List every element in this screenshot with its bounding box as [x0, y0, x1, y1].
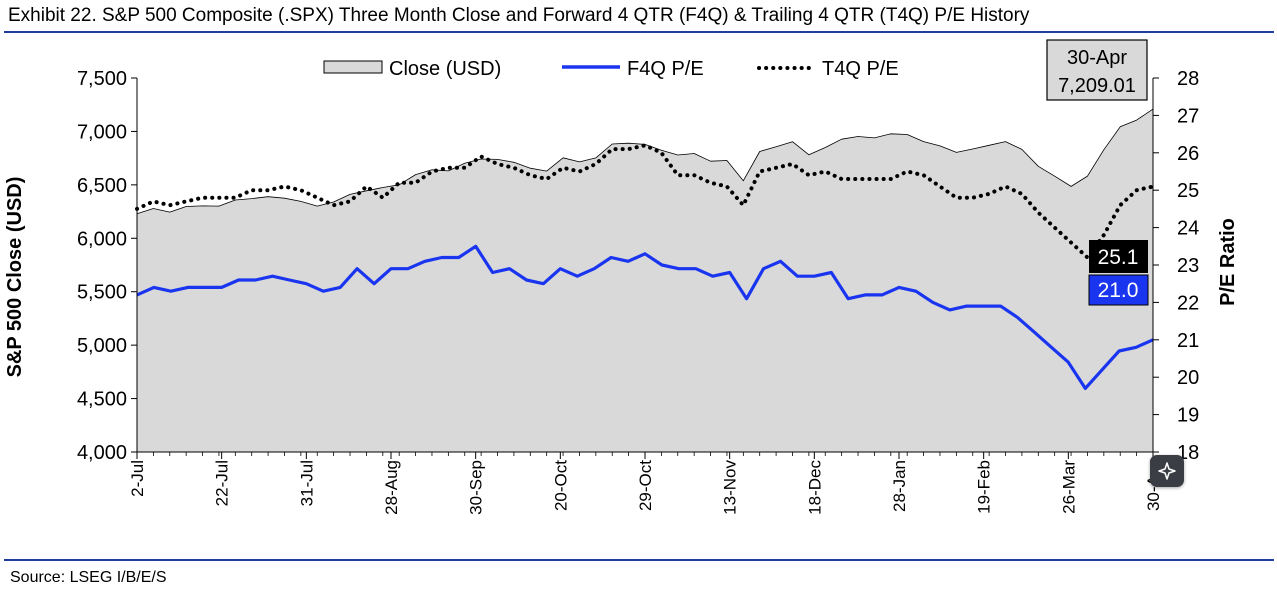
- x-tick-label: 30-Sep: [467, 460, 486, 515]
- axes: 4,000 4,500 5,000 5,500 6,000 6,500 7,000 7,500…: [4, 68, 1239, 515]
- y2-tick-label: 19: [1177, 405, 1199, 427]
- y-tick-label: 4,000: [77, 442, 127, 464]
- y-tick-label: 5,000: [77, 335, 127, 357]
- ai-assistant-button[interactable]: [1150, 455, 1184, 487]
- sparkle-icon: [1158, 462, 1176, 480]
- exhibit-title: Exhibit 22. S&P 500 Composite (.SPX) Thr…: [8, 5, 1030, 26]
- chart-legend: Close (USD) F4Q P/E T4Q P/E: [323, 58, 899, 80]
- legend-label-t4q: T4Q P/E: [822, 58, 899, 80]
- last-close-date: 30-Apr: [1067, 47, 1127, 69]
- y-tick-label: 7,000: [77, 121, 127, 143]
- y-axis-title: S&P 500 Close (USD): [4, 177, 26, 378]
- y2-tick-label: 23: [1177, 255, 1199, 277]
- y2-tick-label: 27: [1177, 105, 1199, 127]
- y-tick-label: 7,500: [77, 68, 127, 90]
- legend-swatch-close: [323, 60, 383, 74]
- y2-tick-label: 24: [1177, 218, 1199, 240]
- t4q-value-label: 25.1: [1098, 246, 1139, 269]
- y-tick-label: 6,000: [77, 228, 127, 250]
- y2-tick-label: 20: [1177, 367, 1199, 389]
- last-close-value: 7,209.01: [1058, 75, 1136, 97]
- x-tick-label: 13-Nov: [721, 460, 740, 515]
- chart-annotations: 30-Apr 7,209.01 25.1 21.0: [1046, 39, 1149, 306]
- x-tick-label: 19-Feb: [975, 460, 994, 514]
- f4q-value-box: [1088, 274, 1149, 306]
- source-note: Source: LSEG I/B/E/S: [10, 569, 167, 586]
- x-tick-label: 28-Jan: [890, 460, 909, 512]
- y2-tick-label: 28: [1177, 68, 1199, 90]
- y-tick-label: 4,500: [77, 389, 127, 411]
- x-tick-label: 31-Jul: [297, 460, 316, 506]
- footer-rule: [4, 559, 1274, 561]
- last-close-callout: [1046, 39, 1148, 101]
- f4q-value-label: 21.0: [1098, 279, 1139, 302]
- y2-axis-title: P/E Ratio: [1217, 218, 1239, 306]
- y-tick-label: 5,500: [77, 282, 127, 304]
- x-tick-label: 28-Aug: [382, 460, 401, 515]
- f4q-line: [136, 244, 1154, 390]
- y-tick-label: 6,500: [77, 175, 127, 197]
- title-rule: [4, 31, 1274, 33]
- sp500-pe-chart: 4,000 4,500 5,000 5,500 6,000 6,500 7,000 7,500…: [4, 39, 1239, 515]
- y2-tick-label: 25: [1177, 180, 1199, 202]
- legend-label-close: Close (USD): [389, 58, 501, 80]
- x-tick-label: 2-Jul: [128, 460, 147, 497]
- x-tick-label: 26-Mar: [1059, 460, 1078, 514]
- y2-tick-label: 21: [1177, 330, 1199, 352]
- plot-area: [135, 108, 1155, 453]
- close-area: [136, 108, 1154, 453]
- legend-label-f4q: F4Q P/E: [627, 58, 704, 80]
- t4q-value-box: [1089, 240, 1148, 273]
- t4q-line: [135, 143, 1155, 260]
- x-tick-label: 20-Oct: [551, 460, 570, 511]
- x-tick-label: 22-Jul: [213, 460, 232, 506]
- y2-tick-label: 22: [1177, 292, 1199, 314]
- x-tick-label: 29-Oct: [636, 460, 655, 511]
- y2-tick-label: 26: [1177, 143, 1199, 165]
- x-tick-label: 18-Dec: [805, 460, 824, 515]
